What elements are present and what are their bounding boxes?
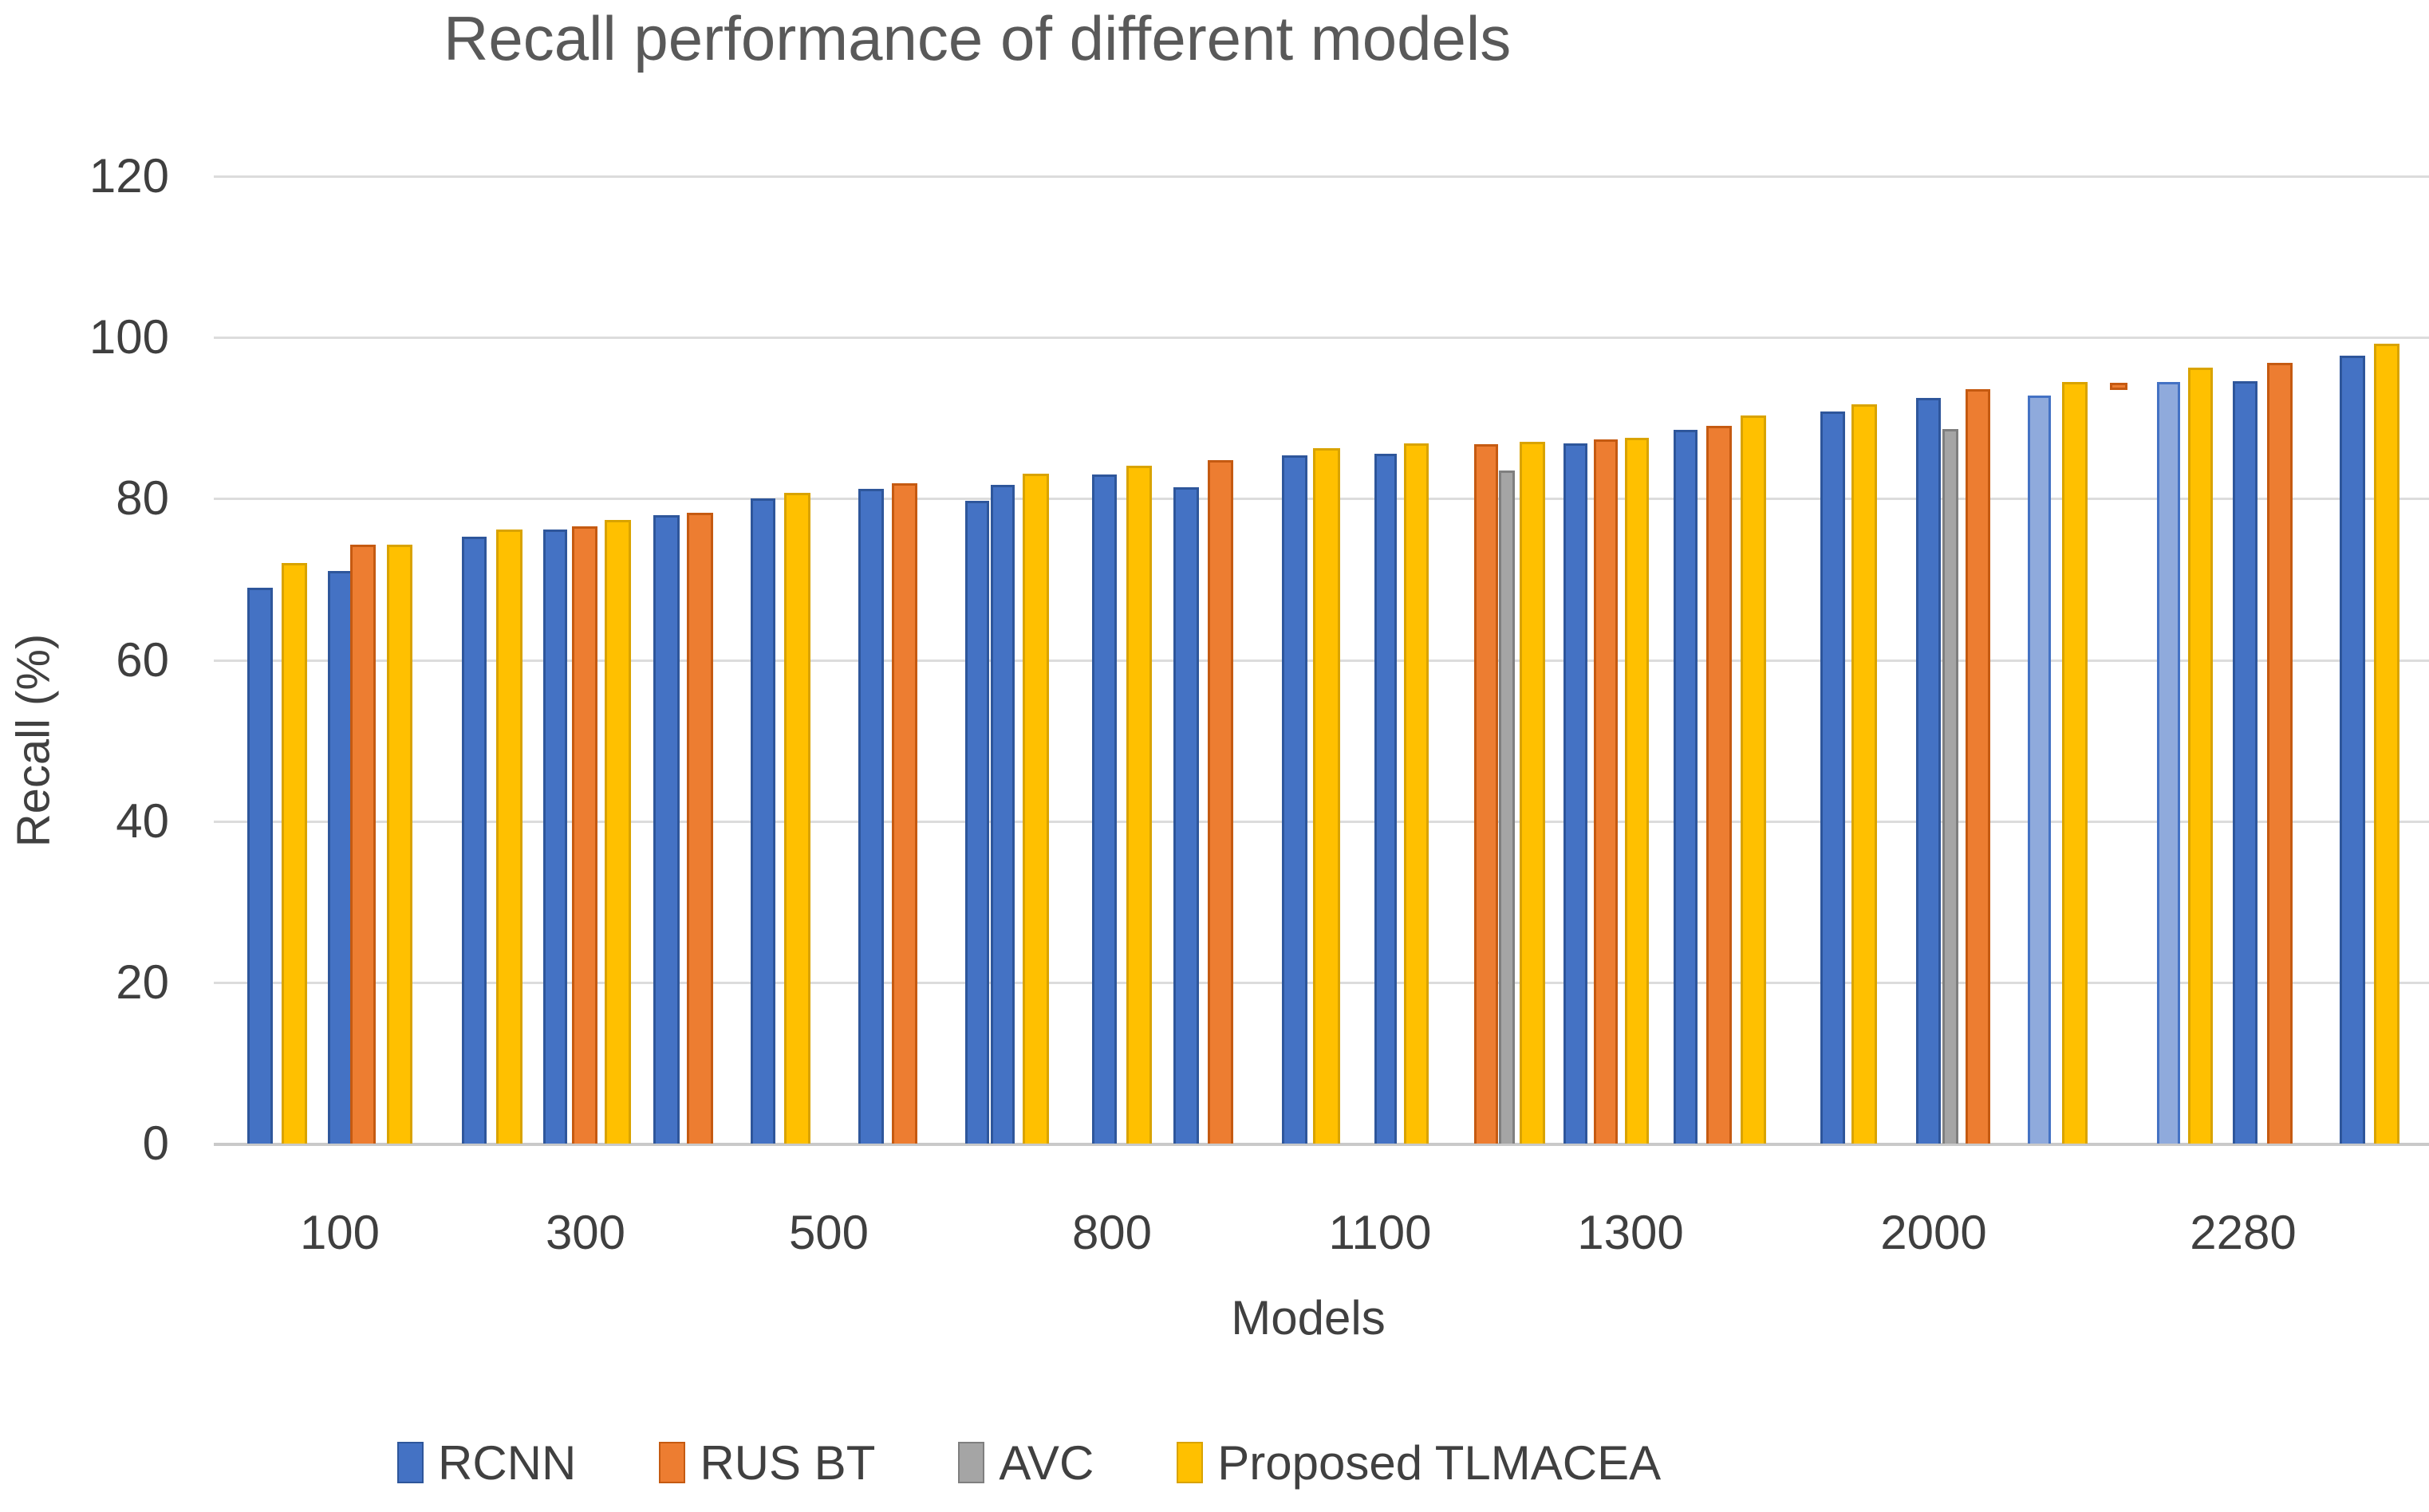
y-tick-label: 0 [142, 1116, 169, 1170]
bar-proposed-tlmacea [496, 529, 522, 1144]
x-tick-label: 1100 [1328, 1206, 1432, 1259]
bar-proposed-tlmacea [2062, 381, 2088, 1144]
bar-proposed-tlmacea [1313, 447, 1340, 1144]
bar-rus-bt [1474, 443, 1498, 1144]
legend-swatch-icon [1177, 1442, 1204, 1483]
bar-rcnn [653, 514, 680, 1144]
bar-rus-bt [572, 526, 597, 1144]
legend-swatch-icon [397, 1442, 424, 1483]
y-tick-label: 100 [89, 310, 169, 364]
bar-rcnn [462, 536, 487, 1144]
gridline [214, 337, 2429, 340]
bar-rus-bt [892, 483, 917, 1144]
bar-avc [1499, 470, 1515, 1144]
bar-rcnn [1374, 453, 1397, 1144]
bar-rcnn [247, 587, 273, 1144]
bar-proposed-tlmacea [1851, 404, 1877, 1144]
bar-proposed-tlmacea [282, 563, 307, 1144]
bar-rus-bt [2267, 362, 2293, 1144]
legend-item-rcnn: RCNN [397, 1435, 576, 1490]
x-tick-label: 300 [545, 1206, 626, 1259]
x-tick-label: 100 [299, 1206, 381, 1259]
y-tick-label: 40 [116, 793, 169, 848]
bar-rcnn [2028, 395, 2051, 1144]
legend-swatch-icon [958, 1442, 985, 1483]
bar-rcnn [1916, 397, 1941, 1144]
bar-proposed-tlmacea [2188, 367, 2213, 1144]
bar-rcnn [1173, 487, 1199, 1144]
gridline [214, 175, 2429, 178]
legend: RCNN RUS BT AVC Proposed TLMACEA [397, 1431, 1661, 1494]
legend-label: RUS BT [700, 1435, 876, 1490]
bar-rcnn [2233, 380, 2257, 1144]
bar-proposed-tlmacea [605, 519, 631, 1144]
x-tick-label: 2280 [2190, 1206, 2297, 1259]
legend-label: RCNN [438, 1435, 577, 1490]
y-tick-label: 120 [89, 149, 169, 203]
bar-rcnn [328, 571, 353, 1144]
bar-rcnn [1282, 455, 1307, 1144]
bar-rcnn [965, 501, 989, 1144]
legend-label: Proposed TLMACEA [1217, 1435, 1662, 1490]
legend-item-avc: AVC [958, 1435, 1094, 1490]
bar-proposed-tlmacea [387, 544, 412, 1144]
x-tick-label: 1300 [1577, 1206, 1684, 1259]
bar-rcnn [1674, 430, 1698, 1144]
legend-swatch-icon [659, 1442, 686, 1483]
y-tick-label: 20 [116, 955, 169, 1009]
bar-proposed-tlmacea [1625, 437, 1649, 1144]
bar-rus-bt [350, 544, 376, 1144]
bar-avc [1942, 429, 1958, 1144]
bar-rcnn [751, 498, 775, 1144]
x-axis-title: Models [1231, 1291, 1386, 1345]
legend-label: AVC [999, 1435, 1094, 1490]
bar-rus-bt [1208, 459, 1233, 1144]
x-tick-label: 500 [788, 1206, 869, 1259]
bar-proposed-tlmacea [2374, 344, 2399, 1144]
legend-item-proposed-tlmacea: Proposed TLMACEA [1177, 1435, 1661, 1490]
bar-rcnn [991, 485, 1015, 1144]
bar-rcnn [543, 529, 567, 1144]
bar-proposed-tlmacea [1404, 443, 1429, 1144]
bar-rcnn [1092, 474, 1117, 1144]
x-axis-line [214, 1143, 2429, 1146]
bar-rcnn [1820, 411, 1845, 1144]
bar-rus-bt [1706, 426, 1732, 1144]
legend-item-rus-bt: RUS BT [659, 1435, 875, 1490]
bar-rus-bt [687, 512, 713, 1144]
bar-rcnn [2157, 381, 2180, 1144]
bar-proposed-tlmacea [1520, 441, 1545, 1144]
y-axis-title: Recall (%) [7, 633, 60, 848]
x-tick-label: 800 [1071, 1206, 1153, 1259]
x-tick-label: 2000 [1880, 1206, 1987, 1259]
bar-rus-bt [1594, 439, 1618, 1144]
bar-proposed-tlmacea [1126, 465, 1152, 1144]
bar-rus-bt [1966, 388, 1990, 1144]
bar-rus-bt [2110, 382, 2127, 390]
bar-proposed-tlmacea [1741, 415, 1766, 1144]
bar-proposed-tlmacea [1023, 473, 1049, 1144]
y-tick-label: 80 [116, 471, 169, 526]
bar-rcnn [1563, 443, 1587, 1144]
y-tick-label: 60 [116, 632, 169, 687]
bar-rcnn [858, 489, 884, 1144]
bar-rcnn [2340, 356, 2365, 1144]
bar-proposed-tlmacea [784, 493, 810, 1144]
chart-title: Recall performance of different models [444, 3, 1512, 73]
